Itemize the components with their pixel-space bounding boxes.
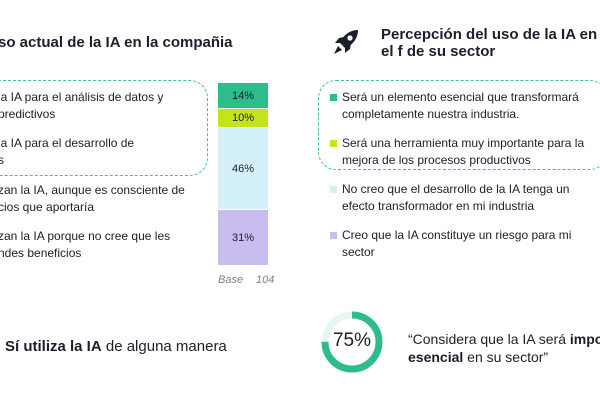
legend-item-4: Creo que la IA constituye un riesgo para…	[330, 227, 600, 261]
legend-swatch-3	[330, 186, 337, 193]
usage-statement: Sí utiliza la IA de alguna manera	[5, 338, 227, 355]
left-item-2: la IA para el desarrollo de s	[0, 136, 135, 167]
quote-end: en su sector”	[463, 349, 549, 365]
left-item-1: la IA para el análisis de datos y predic…	[0, 90, 164, 121]
legend-text-1: Será un elemento esencial que transforma…	[342, 90, 579, 121]
legend-item-2: Será una herramienta muy importante para…	[330, 135, 600, 169]
legend-text-4: Creo que la IA constituye un riesgo para…	[342, 228, 572, 259]
base-value: 104	[256, 274, 275, 286]
quote-start: “Considera que la IA será	[408, 331, 570, 347]
quote-bold-1: impo	[569, 331, 600, 347]
left-panel-title: so actual de la IA en la compañia	[0, 34, 233, 51]
percent-value: 75%	[332, 330, 372, 351]
usage-statement-bold: Sí utiliza la IA	[5, 338, 102, 355]
bar-segment-3: 46%	[218, 128, 268, 209]
legend-text-2: Será una herramienta muy importante para…	[342, 136, 585, 167]
highlight-box-left	[0, 80, 208, 176]
base-label: Base	[218, 274, 244, 286]
legend-text-3: No creo que el desarrollo de la IA tenga…	[342, 182, 570, 213]
legend-swatch-2	[330, 140, 337, 147]
ring-progress	[321, 311, 383, 373]
highlight-box-right	[318, 80, 600, 170]
legend-item-1: Será un elemento esencial que transforma…	[330, 89, 600, 123]
usage-statement-rest: de alguna manera	[101, 338, 227, 355]
legend-swatch-4	[330, 232, 337, 239]
right-panel-title: Percepción del uso de la IA en el f de s…	[381, 26, 598, 60]
left-item-3: zan la IA, aunque es consciente de cios …	[0, 183, 185, 214]
rocket-icon	[334, 30, 358, 54]
bar-segment-1: 14%	[218, 83, 268, 108]
quote-bold-2: esencial	[408, 349, 464, 365]
quote-text: “Considera que la IA será impo esencial e…	[408, 330, 600, 366]
legend-item-3: No creo que el desarrollo de la IA tenga…	[330, 181, 600, 215]
left-item-4: zan la IA porque no cree que les ndes be…	[0, 229, 171, 260]
bar-segment-4: 31%	[218, 210, 268, 265]
percent-ring	[321, 311, 383, 373]
bar-segment-2: 10%	[218, 109, 268, 127]
legend-swatch-1	[330, 94, 337, 101]
